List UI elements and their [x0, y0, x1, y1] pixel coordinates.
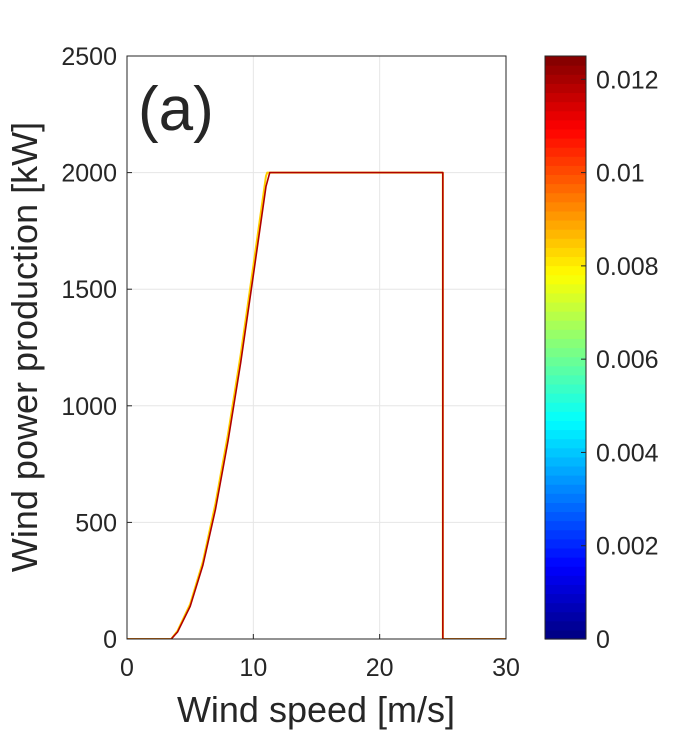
colorbar-segment: [545, 393, 586, 403]
colorbar-segment: [545, 465, 586, 476]
colorbar-segment: [545, 247, 586, 258]
colorbar-segment: [545, 92, 586, 103]
y-axis-label: Wind power production [kW]: [4, 122, 45, 572]
colorbar-segment: [545, 201, 586, 212]
colorbar-segment: [545, 265, 586, 276]
colorbar-segment: [545, 65, 586, 75]
colorbar-segment: [545, 520, 586, 531]
y-ticks: 0 500 1000 1500 2000 2500: [61, 43, 132, 654]
colorbar-segment: [545, 593, 586, 604]
colorbar-segment: [545, 301, 586, 312]
colorbar-segment: [545, 83, 586, 94]
colorbar-segment: [545, 420, 586, 431]
colorbar-segment: [545, 475, 586, 485]
x-ticks: 0 10 20 30: [120, 634, 520, 682]
colorbar-tick-label: 0.01: [596, 160, 645, 188]
colorbar-segment: [545, 347, 586, 358]
series-line-2: [127, 171, 506, 639]
colorbar: [544, 55, 587, 640]
colorbar-segment: [545, 356, 586, 367]
colorbar-segment: [545, 192, 586, 203]
colorbar-segment: [545, 447, 586, 458]
colorbar-segment: [545, 320, 586, 330]
y-tick-label: 2000: [61, 160, 117, 188]
colorbar-segment: [545, 566, 586, 576]
y-tick-label: 2500: [61, 43, 117, 71]
colorbar-segment: [545, 529, 586, 540]
x-axis-label: Wind speed [m/s]: [177, 689, 455, 730]
colorbar-segment: [545, 147, 586, 157]
panel-label: (a): [138, 75, 214, 144]
y-tick-label: 1000: [61, 393, 117, 421]
x-tick-label: 30: [492, 654, 520, 682]
colorbar-tick-label: 0: [596, 626, 610, 654]
colorbar-segment: [545, 74, 586, 84]
colorbar-frame: [544, 55, 587, 640]
colorbar-segment: [545, 402, 586, 412]
colorbar-segment: [545, 620, 586, 631]
x-tick-label: 10: [239, 654, 267, 682]
plot-frame: [126, 55, 507, 640]
colorbar-segment: [545, 502, 586, 513]
colorbar-segment: [545, 56, 586, 66]
series-group: [127, 171, 506, 639]
colorbar-segment: [545, 383, 586, 394]
colorbar-segment: [545, 493, 586, 503]
colorbar-segment: [545, 575, 586, 585]
colorbar-segment: [545, 210, 586, 221]
colorbar-segment: [545, 156, 586, 166]
colorbar-segment: [545, 292, 586, 303]
colorbar-segment: [545, 165, 586, 176]
colorbar-segment: [545, 137, 586, 148]
colorbar-segment: [545, 611, 586, 622]
colorbar-segment: [545, 557, 586, 567]
colorbar-segment: [545, 547, 586, 558]
colorbar-segment: [545, 538, 586, 549]
colorbar-segment: [545, 110, 586, 121]
colorbar-segment: [545, 429, 586, 440]
colorbar-segment: [545, 311, 586, 321]
colorbar-segment: [545, 456, 586, 467]
colorbar-segment: [545, 119, 586, 130]
colorbar-segment: [545, 174, 586, 185]
colorbar-tick-label: 0.004: [596, 439, 659, 467]
colorbar-tick-label: 0.002: [596, 533, 659, 561]
colorbar-segment: [545, 238, 586, 248]
colorbar-segment: [545, 128, 586, 139]
colorbar-segment: [545, 511, 586, 522]
colorbar-segment: [545, 484, 586, 494]
x-tick-label: 20: [366, 654, 394, 682]
colorbar-segment: [545, 329, 586, 339]
colorbar-segment: [545, 219, 586, 230]
colorbar-segment: [545, 229, 586, 239]
colorbar-segment: [545, 183, 586, 194]
colorbar-tick-label: 0.012: [596, 66, 659, 94]
colorbar-segment: [545, 374, 586, 385]
x-tick-label: 0: [120, 654, 134, 682]
colorbar-segment: [545, 602, 586, 613]
y-tick-label: 1500: [61, 276, 117, 304]
colorbar-segment: [545, 438, 586, 449]
colorbar-segment: [545, 256, 586, 267]
colorbar-segment: [545, 338, 586, 349]
colorbar-segment: [545, 101, 586, 112]
colorbar-tick-label: 0.006: [596, 346, 659, 374]
colorbar-segment: [545, 629, 586, 640]
colorbar-segment: [545, 365, 586, 376]
colorbar-segment: [545, 411, 586, 421]
colorbar-segment: [545, 584, 586, 595]
y-tick-label: 500: [75, 509, 117, 537]
y-tick-label: 0: [103, 626, 117, 654]
colorbar-ticks: 0 0.002 0.004 0.006 0.008 0.01 0.012: [581, 66, 659, 654]
colorbar-tick-label: 0.008: [596, 253, 659, 281]
colorbar-segment: [545, 274, 586, 285]
colorbar-segment: [545, 283, 586, 294]
